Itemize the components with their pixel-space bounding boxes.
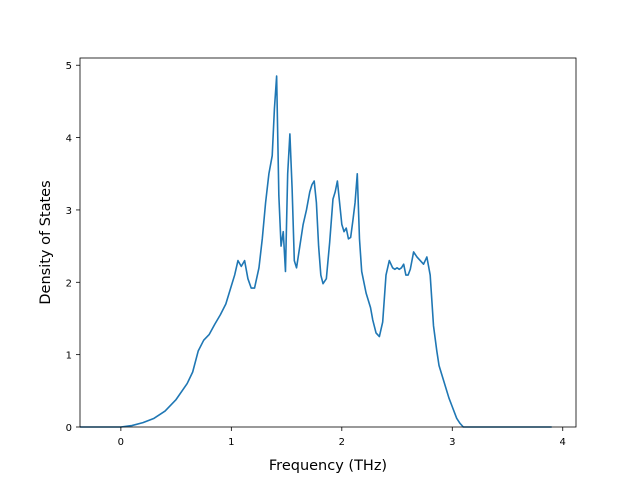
x-tick-label: 0	[118, 437, 124, 448]
y-tick-label: 0	[66, 423, 72, 434]
x-tick-label: 2	[339, 437, 345, 448]
y-axis: 0 1 2 3 4 5	[66, 61, 80, 434]
x-axis: 0 1 2 3 4	[118, 427, 566, 448]
y-tick-label: 4	[66, 134, 72, 145]
x-tick-label: 3	[449, 437, 455, 448]
x-tick-label: 1	[228, 437, 234, 448]
x-axis-label: Frequency (THz)	[269, 458, 387, 474]
plot-area	[80, 75, 552, 428]
x-tick-label: 4	[560, 437, 566, 448]
series-line-0	[80, 75, 552, 428]
y-tick-label: 3	[66, 206, 72, 217]
axes-frame	[79, 57, 577, 428]
y-axis-label: Density of States	[38, 180, 54, 304]
y-tick-label: 2	[66, 278, 72, 289]
y-tick-label: 5	[66, 61, 72, 72]
y-tick-label: 1	[66, 351, 72, 362]
